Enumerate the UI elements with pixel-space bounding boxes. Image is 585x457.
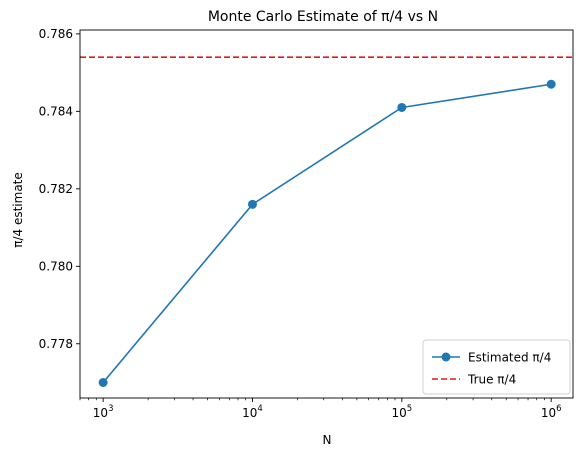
y-tick-label: 0.784: [39, 104, 73, 118]
legend-estimated-label: Estimated π/4: [468, 351, 551, 365]
axes-frame: [79, 29, 574, 399]
y-tick-label: 0.778: [39, 337, 73, 351]
x-tick-label: 103: [93, 404, 114, 420]
legend-true-label: True π/4: [467, 373, 516, 387]
legend: Estimated π/4 True π/4: [422, 339, 571, 395]
y-tick-label: 0.782: [39, 182, 73, 196]
x-tick-label: 106: [541, 404, 562, 420]
axis-ticks: 103 104 105 106 0.778 0.780 0.782 0.784 0.786: [39, 27, 562, 420]
legend-estimated-marker: [441, 352, 451, 362]
legend-box: [422, 339, 571, 395]
estimate-point: [98, 378, 108, 388]
y-tick-label: 0.786: [39, 27, 73, 41]
y-axis-label: π/4 estimate: [11, 172, 25, 248]
estimate-point: [247, 199, 257, 209]
x-tick-label: 104: [242, 404, 263, 420]
estimate-point: [546, 79, 556, 89]
plot-area: [80, 56, 573, 388]
x-tick-label: 105: [391, 404, 412, 420]
estimate-point: [397, 102, 407, 112]
chart-title: Monte Carlo Estimate of π/4 vs N: [208, 9, 438, 25]
estimate-line: [102, 83, 552, 384]
x-axis-label: N: [323, 433, 332, 447]
y-tick-label: 0.780: [39, 259, 73, 273]
